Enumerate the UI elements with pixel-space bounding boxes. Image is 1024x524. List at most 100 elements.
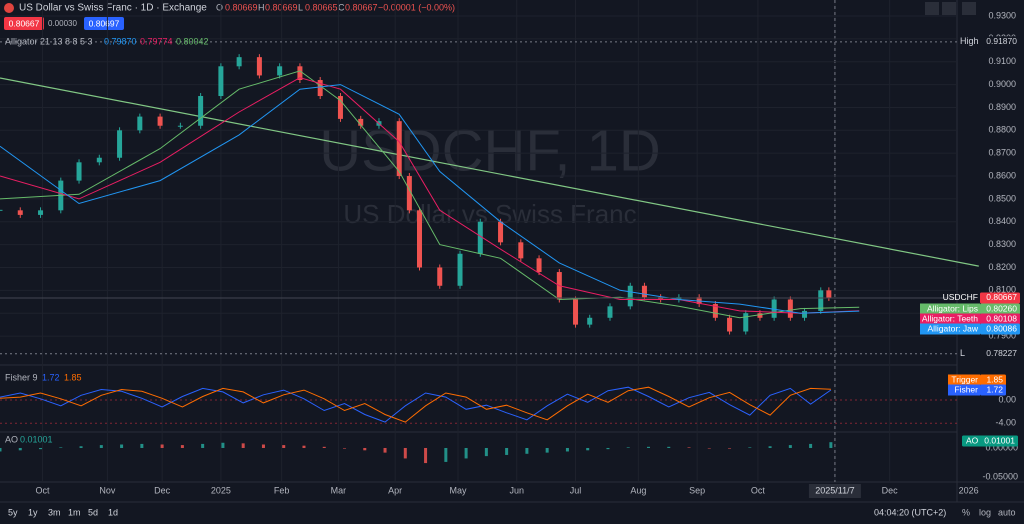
alligator-value-bg bbox=[980, 303, 1020, 315]
ao-value: 0.01001 bbox=[984, 435, 1015, 445]
ao-bar bbox=[403, 447, 407, 459]
ao-bar bbox=[79, 446, 83, 448]
ao-bar bbox=[748, 447, 752, 448]
range-button[interactable]: 1y bbox=[28, 507, 38, 517]
candle-body bbox=[117, 130, 123, 158]
candle-body bbox=[137, 116, 143, 131]
ohlc-label: C bbox=[338, 2, 345, 12]
ao-bar bbox=[322, 446, 326, 448]
ohlc-label: H bbox=[258, 2, 265, 12]
range-button[interactable]: 3m bbox=[48, 507, 61, 517]
spread: 0.00030 bbox=[48, 19, 77, 28]
candle-body bbox=[712, 304, 718, 318]
candle-body bbox=[437, 267, 443, 286]
alligator-line bbox=[0, 70, 860, 319]
price-value: 0.80667 bbox=[986, 292, 1017, 302]
candle-body bbox=[826, 290, 832, 298]
x-tick-label: Oct bbox=[36, 485, 51, 495]
price-name: USDCHF bbox=[943, 292, 978, 302]
ao-bar bbox=[687, 447, 691, 448]
ao-bar bbox=[728, 447, 732, 449]
buy-price[interactable]: 0.80697 bbox=[89, 18, 120, 28]
alligator-value-bg bbox=[980, 313, 1020, 325]
ao-bar bbox=[18, 447, 22, 451]
ao-bar bbox=[261, 444, 265, 448]
candle-body bbox=[76, 162, 82, 181]
ao-bar bbox=[788, 445, 792, 448]
x-tick-label: 2025/11/7 bbox=[815, 485, 854, 495]
cursor-date-bg bbox=[808, 484, 861, 498]
sell-price[interactable]: 0.80667 bbox=[9, 18, 40, 28]
toolbar-button[interactable] bbox=[925, 2, 939, 15]
range-button[interactable]: 5y bbox=[8, 507, 18, 517]
log-button[interactable]: log bbox=[979, 507, 991, 517]
range-button[interactable]: 1m bbox=[68, 507, 81, 517]
y-tick-label: 0.8800 bbox=[988, 125, 1016, 135]
x-tick-label: Jun bbox=[510, 485, 525, 495]
ao-name: AO bbox=[966, 435, 979, 445]
y-tick-label: 0.8300 bbox=[988, 239, 1016, 249]
ao-bar bbox=[0, 447, 2, 452]
ohlc-label: L bbox=[298, 2, 303, 12]
range-button[interactable]: 5d bbox=[88, 507, 98, 517]
series-name: Fisher bbox=[954, 384, 978, 394]
alligator-name: Alligator: Teeth bbox=[922, 313, 978, 323]
ao-bar bbox=[646, 446, 650, 448]
ao-bar bbox=[768, 446, 772, 448]
series-name-bg bbox=[948, 374, 980, 386]
ao-bar bbox=[383, 447, 387, 453]
candle-body bbox=[337, 96, 343, 119]
y-tick-label: 0.8400 bbox=[988, 216, 1016, 226]
ohlc-label: O bbox=[216, 2, 223, 12]
y-tick-label: 0.7900 bbox=[988, 330, 1016, 340]
candle-body bbox=[177, 125, 183, 127]
sell-button[interactable] bbox=[4, 17, 44, 30]
series-value: 1.72 bbox=[986, 384, 1003, 394]
ao-bar bbox=[626, 447, 630, 448]
ao-bar bbox=[586, 447, 590, 451]
y-tick-label: 0.8500 bbox=[988, 193, 1016, 203]
y-tick-label: 0.9000 bbox=[988, 79, 1016, 89]
alligator-value: 0.80260 bbox=[986, 303, 1017, 313]
auto-button[interactable]: auto bbox=[998, 507, 1016, 517]
ao-bar bbox=[99, 445, 103, 448]
watermark-subtitle: US Dollar vs Swiss Franc bbox=[343, 199, 636, 229]
candle-body bbox=[277, 66, 283, 76]
range-button[interactable]: 1d bbox=[108, 507, 118, 517]
y-tick-label: 0.00 bbox=[998, 394, 1016, 404]
indicator-value: 0.79870 bbox=[104, 36, 137, 46]
buy-button[interactable] bbox=[84, 17, 124, 30]
low-value-bg bbox=[984, 348, 1020, 360]
y-tick-label: 0.8200 bbox=[988, 262, 1016, 272]
x-tick-label: Oct bbox=[751, 485, 766, 495]
trendline bbox=[0, 77, 979, 267]
x-tick-label: Sep bbox=[689, 485, 705, 495]
ohlc-value: 0.80667 bbox=[345, 2, 378, 12]
candle-body bbox=[641, 285, 647, 298]
high-label: High bbox=[960, 36, 979, 46]
pane-title: AO bbox=[5, 434, 18, 444]
toolbar-button[interactable] bbox=[942, 2, 956, 15]
toolbar-button[interactable] bbox=[962, 2, 976, 15]
y-tick-label: 0.8900 bbox=[988, 102, 1016, 112]
candle-body bbox=[802, 310, 808, 318]
alligator-value: 0.80086 bbox=[986, 323, 1017, 333]
high-value: 0.91870 bbox=[986, 36, 1017, 46]
indicator-value: 0.79774 bbox=[140, 36, 173, 46]
series-name: Trigger bbox=[951, 374, 978, 384]
x-tick-label: Dec bbox=[154, 485, 171, 495]
candle-body bbox=[518, 242, 524, 259]
candle-body bbox=[573, 299, 579, 325]
ao-bar bbox=[707, 447, 711, 449]
indicator-title: Alligator 21 13 8 8 5 3 bbox=[5, 36, 93, 46]
candle-body bbox=[198, 96, 204, 126]
x-tick-label: May bbox=[449, 485, 467, 495]
candle-body bbox=[818, 290, 824, 311]
legend-value: 0.01001 bbox=[20, 434, 53, 444]
ao-bar bbox=[241, 443, 245, 448]
percent-button[interactable]: % bbox=[962, 507, 970, 517]
candle-body bbox=[297, 66, 303, 81]
ao-bar bbox=[221, 442, 225, 448]
